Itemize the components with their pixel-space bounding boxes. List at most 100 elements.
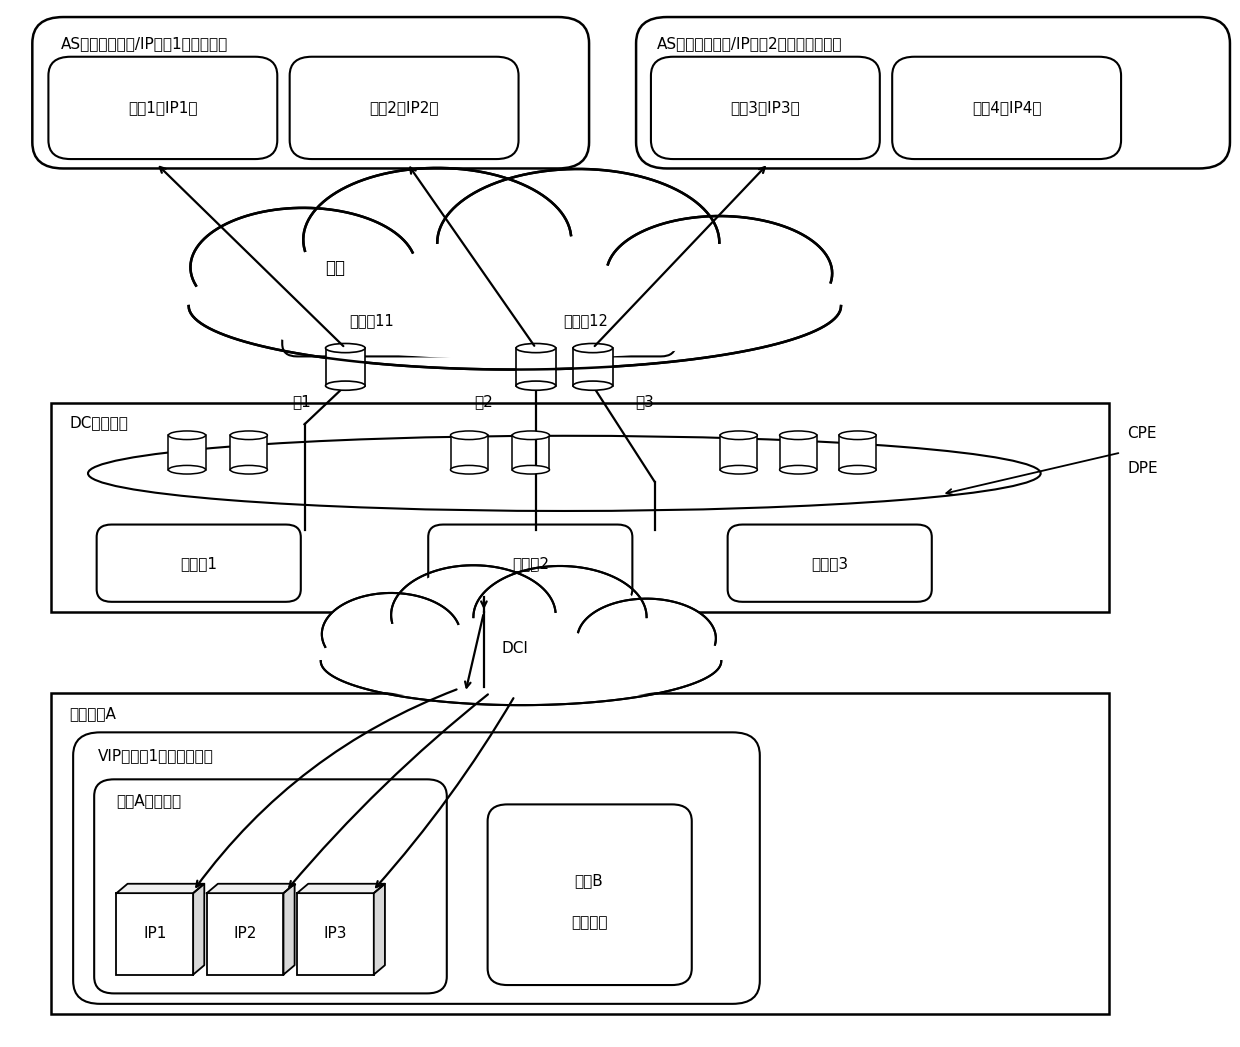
Text: IP1: IP1 <box>143 927 166 941</box>
Text: 客户4（IP4）: 客户4（IP4） <box>972 101 1042 115</box>
Ellipse shape <box>615 220 823 327</box>
Bar <box>51 403 1109 612</box>
Bar <box>780 436 817 470</box>
Text: DCI: DCI <box>501 642 528 656</box>
Ellipse shape <box>516 381 556 391</box>
FancyBboxPatch shape <box>94 779 446 994</box>
Text: 客户2（IP2）: 客户2（IP2） <box>370 101 439 115</box>
Ellipse shape <box>326 343 365 353</box>
Text: 客户3（IP3）: 客户3（IP3） <box>730 101 800 115</box>
Ellipse shape <box>583 602 711 675</box>
Text: CPE: CPE <box>1127 426 1157 441</box>
Bar <box>51 693 1109 1015</box>
Ellipse shape <box>474 566 646 668</box>
Bar <box>231 436 268 470</box>
Ellipse shape <box>839 431 877 440</box>
Bar <box>839 436 877 470</box>
Ellipse shape <box>191 208 417 327</box>
Text: 涁2: 涁2 <box>475 394 494 408</box>
Text: 路由器2: 路由器2 <box>512 556 549 571</box>
Ellipse shape <box>780 466 817 474</box>
FancyBboxPatch shape <box>48 57 278 159</box>
Ellipse shape <box>88 436 1040 511</box>
Ellipse shape <box>512 431 549 440</box>
Ellipse shape <box>169 466 206 474</box>
Ellipse shape <box>578 599 715 678</box>
Text: 公网: 公网 <box>325 259 346 276</box>
Text: 路由器11: 路由器11 <box>350 313 394 329</box>
Ellipse shape <box>326 612 715 698</box>
Ellipse shape <box>197 237 832 359</box>
Bar <box>117 893 193 975</box>
Polygon shape <box>207 884 295 893</box>
Text: IP2: IP2 <box>233 927 257 941</box>
FancyBboxPatch shape <box>32 17 589 169</box>
Text: 涁3: 涁3 <box>635 394 655 408</box>
FancyBboxPatch shape <box>283 286 461 356</box>
Ellipse shape <box>327 596 455 672</box>
Ellipse shape <box>448 175 709 311</box>
Bar <box>512 436 549 470</box>
FancyBboxPatch shape <box>728 525 931 602</box>
Text: 租户B: 租户B <box>574 873 604 888</box>
Ellipse shape <box>322 593 460 675</box>
Ellipse shape <box>438 169 719 316</box>
Ellipse shape <box>321 611 722 704</box>
FancyBboxPatch shape <box>636 17 1230 169</box>
Text: 路由器12: 路由器12 <box>563 313 609 329</box>
Ellipse shape <box>720 466 758 474</box>
Bar <box>169 436 206 470</box>
FancyBboxPatch shape <box>651 57 880 159</box>
Text: DC出口机房: DC出口机房 <box>69 415 128 429</box>
Text: 租户A（腾讯）: 租户A（腾讯） <box>117 793 181 807</box>
Ellipse shape <box>573 381 613 391</box>
Ellipse shape <box>516 343 556 353</box>
Ellipse shape <box>839 466 877 474</box>
Bar <box>298 893 373 975</box>
Polygon shape <box>193 884 205 975</box>
Ellipse shape <box>304 168 572 311</box>
Ellipse shape <box>450 431 487 440</box>
Ellipse shape <box>314 174 562 306</box>
Polygon shape <box>298 884 384 893</box>
Bar <box>326 348 365 385</box>
Bar <box>207 893 284 975</box>
Text: （百度）: （百度） <box>570 915 608 930</box>
Polygon shape <box>117 884 205 893</box>
Text: 客户1（IP1）: 客户1（IP1） <box>128 101 197 115</box>
Text: AS组（广东省）/IP网段1（罗湖区）: AS组（广东省）/IP网段1（罗湖区） <box>61 36 228 50</box>
Ellipse shape <box>188 235 841 367</box>
FancyBboxPatch shape <box>496 286 676 356</box>
Ellipse shape <box>780 431 817 440</box>
Polygon shape <box>284 884 295 975</box>
Bar <box>720 436 758 470</box>
FancyBboxPatch shape <box>73 732 760 1004</box>
Ellipse shape <box>326 381 365 391</box>
Ellipse shape <box>391 565 556 665</box>
Text: 路由器1: 路由器1 <box>180 556 217 571</box>
Ellipse shape <box>720 431 758 440</box>
Text: DPE: DPE <box>1127 461 1158 475</box>
FancyBboxPatch shape <box>428 525 632 602</box>
FancyBboxPatch shape <box>97 525 301 602</box>
Ellipse shape <box>512 466 549 474</box>
Bar <box>450 436 487 470</box>
Ellipse shape <box>231 466 268 474</box>
Ellipse shape <box>480 570 640 665</box>
Ellipse shape <box>231 431 268 440</box>
Text: AS组（吉林省）/IP网段2（长春绿园区）: AS组（吉林省）/IP网段2（长春绿园区） <box>657 36 843 50</box>
Text: VIP租户组1（金牌客户）: VIP租户组1（金牌客户） <box>98 748 213 763</box>
Polygon shape <box>373 884 384 975</box>
Ellipse shape <box>573 343 613 353</box>
Text: 路由器3: 路由器3 <box>811 556 848 571</box>
Ellipse shape <box>606 216 832 331</box>
Ellipse shape <box>169 431 206 440</box>
Ellipse shape <box>397 569 549 661</box>
Ellipse shape <box>198 213 408 322</box>
Ellipse shape <box>450 466 487 474</box>
FancyBboxPatch shape <box>893 57 1121 159</box>
Bar <box>573 348 613 385</box>
Text: 涁1: 涁1 <box>293 394 311 408</box>
Bar <box>516 348 556 385</box>
FancyBboxPatch shape <box>487 804 692 985</box>
